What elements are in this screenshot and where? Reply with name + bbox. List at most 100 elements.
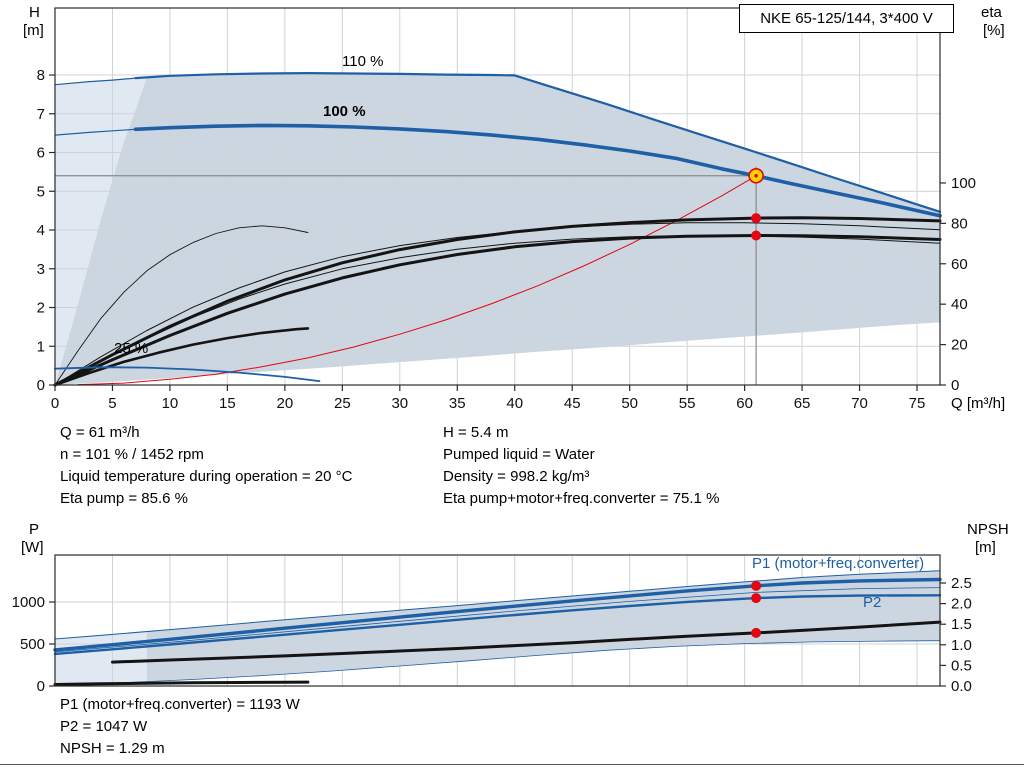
low-flow-region [55, 77, 147, 385]
p1-curve-label: P1 (motor+freq.converter) [752, 555, 925, 572]
tick-label: 0 [951, 377, 959, 394]
tick-label: 60 [736, 395, 753, 412]
info-line-eta-total: Eta pump+motor+freq.converter = 75.1 % [443, 490, 720, 507]
eta-total-point-marker[interactable] [751, 230, 762, 241]
curve-p2-25pct [53, 680, 310, 686]
curve-speed-25 [54, 366, 321, 382]
info-line-npsh: NPSH = 1.29 m [60, 740, 165, 757]
tick-label: 80 [951, 215, 968, 232]
info-line-n: n = 101 % / 1452 rpm [60, 446, 204, 463]
info-line-p1: P1 (motor+freq.converter) = 1193 W [60, 696, 300, 713]
tick-label: 40 [951, 296, 968, 313]
tick-label: 7 [37, 106, 45, 123]
tick-label: 0.0 [951, 678, 972, 695]
tick-label: 60 [951, 256, 968, 273]
curve-eta-pump-motor-freq [53, 234, 942, 387]
tick-label: 40 [506, 395, 523, 412]
npsh-point-marker[interactable] [751, 627, 762, 638]
tick-label: 20 [951, 337, 968, 354]
tick-label: 0.5 [951, 657, 972, 674]
info-line-q: Q = 61 m³/h [60, 424, 140, 441]
tick-label: 75 [909, 395, 926, 412]
curve-p1 [53, 577, 942, 652]
operating-envelope [55, 73, 940, 385]
info-line-temperature: Liquid temperature during operation = 20… [60, 468, 353, 485]
info-line-liquid: Pumped liquid = Water [443, 446, 595, 463]
tick-label: 50 [621, 395, 638, 412]
eta-pump-point-marker[interactable] [751, 213, 762, 224]
curve-eta-25pct-total [53, 327, 310, 387]
eta-axis-unit: [%] [983, 22, 1005, 39]
curve-eta-thin-a [54, 222, 941, 386]
p-axis-unit: [W] [21, 539, 44, 556]
speed-110-label: 110 % [342, 53, 384, 70]
curve-power-envelope-bottom [54, 640, 941, 686]
tick-label: 10 [162, 395, 179, 412]
tick-label: 0 [37, 678, 45, 695]
tick-label: 100 [951, 175, 976, 192]
npsh-axis-label: NPSH [967, 521, 1009, 538]
p2-point-marker[interactable] [751, 593, 762, 604]
tick-label: 5 [108, 395, 116, 412]
tick-label: 20 [277, 395, 294, 412]
tick-label: 15 [219, 395, 236, 412]
tick-label: 35 [449, 395, 466, 412]
tick-label: 2 [37, 300, 45, 317]
curve-speed-100 [133, 123, 942, 218]
tick-label: 1.5 [951, 616, 972, 633]
duty-point-center [754, 173, 758, 178]
h-axis-unit: [m] [23, 22, 44, 39]
tick-label: 55 [679, 395, 696, 412]
tick-label: 8 [37, 67, 45, 84]
curve-power-envelope-top [54, 570, 941, 640]
curve-speed-110 [134, 72, 942, 213]
info-line-p2: P2 = 1047 W [60, 718, 148, 735]
h-axis-label: H [29, 4, 40, 21]
bottom-divider [0, 764, 1024, 765]
curve-eta-pump [53, 216, 942, 387]
tick-label: 65 [794, 395, 811, 412]
p2-curve-label: P2 [863, 594, 882, 611]
curve-speed-110-lowflow [54, 77, 137, 86]
tick-label: 45 [564, 395, 581, 412]
tick-label: 0 [51, 395, 59, 412]
tick-label: 500 [20, 636, 45, 653]
npsh-axis-unit: [m] [975, 539, 996, 556]
pump-model-title: NKE 65-125/144, 3*400 V [739, 4, 954, 33]
info-line-eta-pump: Eta pump = 85.6 % [60, 490, 188, 507]
eta-axis-label: eta [981, 4, 1002, 21]
tick-label: 2.0 [951, 596, 972, 613]
plot-border [54, 7, 941, 386]
p-axis-label: P [29, 521, 40, 538]
tick-label: 5 [37, 183, 45, 200]
duty-info-right-column: H = 5.4 m Pumped liquid = Water Density … [443, 424, 719, 512]
tick-label: 25 [334, 395, 351, 412]
curve-affinity-parabola [77, 175, 757, 386]
tick-label: 2.5 [951, 575, 972, 592]
tick-label: 4 [37, 222, 45, 239]
q-axis-label: Q [m³/h] [951, 395, 1006, 412]
curve-eta-25pct [54, 225, 309, 386]
p1-point-marker[interactable] [751, 580, 762, 591]
power-low-flow-region [55, 631, 147, 685]
power-info-block: P1 (motor+freq.converter) = 1193 W P2 = … [60, 696, 300, 762]
tick-label: 3 [37, 261, 45, 278]
curve-speed-100-lowflow [54, 128, 137, 136]
info-line-density: Density = 998.2 kg/m³ [443, 468, 590, 485]
tick-label: 6 [37, 145, 45, 162]
curve-npsh [111, 620, 942, 664]
tick-label: 1 [37, 338, 45, 355]
tick-label: 30 [391, 395, 408, 412]
info-line-h: H = 5.4 m [443, 424, 509, 441]
speed-100-label: 100 % [323, 103, 366, 120]
curve-p2 [53, 594, 942, 656]
tick-label: 1000 [12, 594, 45, 611]
tick-label: 1.0 [951, 637, 972, 654]
tick-label: 0 [37, 377, 45, 394]
duty-info-left-column: Q = 61 m³/h n = 101 % / 1452 rpm Liquid … [60, 424, 352, 512]
speed-25-label: 25 % [114, 340, 149, 357]
tick-label: 70 [851, 395, 868, 412]
curve-power-mid-thin [54, 587, 941, 653]
